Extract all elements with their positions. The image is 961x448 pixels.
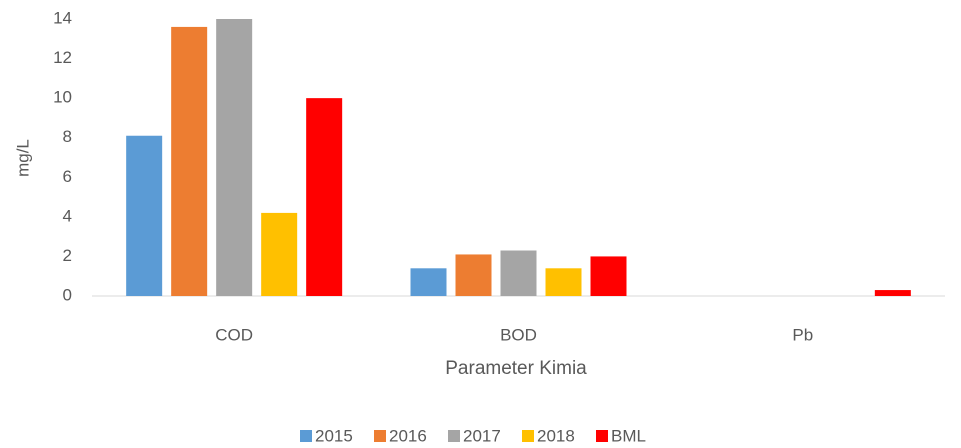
x-tick-label: Pb (792, 325, 813, 344)
legend-label: 2015 (315, 426, 353, 445)
bar (410, 268, 447, 296)
legend-label: 2018 (537, 426, 575, 445)
x-tick-label: COD (215, 325, 253, 344)
bar (545, 268, 582, 296)
legend-label: 2017 (463, 426, 501, 445)
x-axis-label: Parameter Kimia (445, 358, 587, 379)
bar (171, 26, 208, 297)
legend-swatch (522, 430, 534, 442)
y-tick-label: 14 (53, 8, 72, 27)
bar (216, 19, 253, 296)
legend-label: BML (611, 426, 646, 445)
bar (306, 98, 343, 297)
y-tick-label: 0 (63, 285, 72, 304)
bar (874, 290, 911, 296)
legend-swatch (596, 430, 608, 442)
y-axis-label: mg/L (13, 139, 32, 177)
legend-label: 2016 (389, 426, 427, 445)
bar (455, 254, 492, 296)
bar (126, 135, 163, 296)
y-tick-label: 4 (63, 206, 72, 225)
x-tick-label: BOD (500, 325, 537, 344)
y-tick-label: 6 (63, 167, 72, 186)
bar (590, 256, 627, 296)
y-tick-label: 10 (53, 88, 72, 107)
y-tick-label: 12 (53, 48, 72, 67)
y-tick-label: 8 (63, 127, 72, 146)
bar (500, 250, 537, 296)
legend-swatch (300, 430, 312, 442)
legend-swatch (448, 430, 460, 442)
legend-swatch (374, 430, 386, 442)
bar (261, 212, 298, 296)
y-tick-label: 2 (63, 246, 72, 265)
